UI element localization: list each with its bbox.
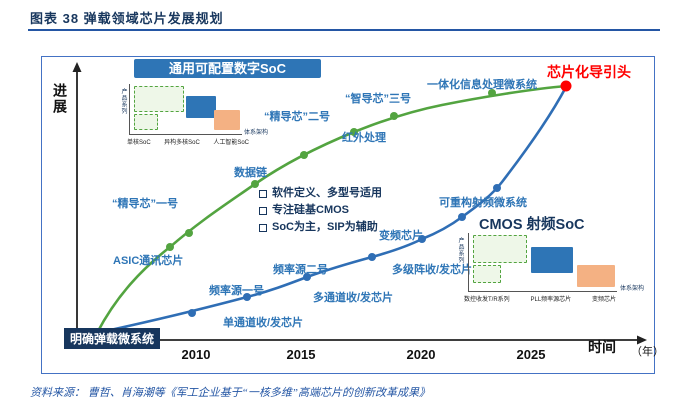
start-milestone-label: 明确弹载微系统 — [64, 328, 161, 349]
blue-milestone-label: 频率源二号 — [273, 264, 328, 276]
product-block-green — [134, 114, 158, 130]
blue-milestone-label: 多通道收/发芯片 — [313, 292, 394, 304]
y-axis-arrow-icon — [72, 62, 82, 72]
inset-plot-area — [129, 84, 242, 135]
inset-category: 变频芯片 — [591, 297, 616, 303]
green-milestone-label: 数据链 — [234, 167, 267, 179]
inset-plot-area — [468, 233, 617, 292]
inset-category: 异构多核SoC — [164, 140, 200, 146]
axes — [72, 62, 647, 345]
product-block-blue — [186, 96, 216, 118]
blue-milestone-label: 频率源一号 — [209, 285, 264, 297]
roadmap-canvas — [72, 62, 647, 345]
blue-milestone-label: 变频芯片 — [379, 230, 423, 242]
green-milestone-label: “精导芯”一号 — [112, 198, 178, 210]
blue-milestone-label: 单通道收/发芯片 — [223, 317, 304, 329]
inset-x-axis-label: 体系架构 — [620, 286, 645, 292]
green-milestone-label: 红外处理 — [342, 132, 386, 144]
title-divider — [28, 29, 660, 31]
bullet-text: 软件定义、多型号适用 — [272, 187, 382, 199]
green-milestone-label: ASIC通讯芯片 — [113, 255, 184, 267]
inset-category: 数控收发T/R系列 — [464, 297, 510, 303]
inset-x-axis-label: 体系架构 — [244, 130, 269, 136]
source-note: 资料来源： 曹哲、肖海潮等《军工企业基于“一核多维”高端芯片的创新改革成果》 — [30, 387, 430, 399]
bullet-text: SoC为主，SIP为辅助 — [272, 221, 378, 233]
bullet-text: 专注硅基CMOS — [272, 204, 349, 216]
inset-category: 单核SoC — [127, 140, 151, 146]
product-block-green — [134, 86, 184, 112]
cmos-rf-curve — [96, 86, 568, 335]
square-bullet-icon — [259, 223, 267, 232]
x-axis-arrow-icon — [637, 335, 647, 345]
x-tick-2020: 2020 — [406, 347, 436, 362]
x-tick-2010: 2010 — [181, 347, 211, 362]
product-block-blue — [531, 247, 573, 273]
product-block-green — [473, 235, 527, 263]
x-axis-label: 时间 — [588, 339, 616, 355]
strategy-bullets: 软件定义、多型号适用 专注硅基CMOS SoC为主，SIP为辅助 — [259, 185, 382, 236]
inset-category-labels: 单核SoC 异构多核SoC 人工智能SoC — [127, 137, 249, 146]
x-axis-unit: （年） — [631, 346, 664, 358]
inset-y-axis-label: 产品系列 — [457, 237, 463, 263]
digital-soc-header: 通用可配置数字SoC — [134, 59, 321, 78]
product-block-orange — [214, 110, 240, 130]
green-milestone-label: “精导芯”二号 — [264, 111, 330, 123]
bullet-item: 专注硅基CMOS — [259, 202, 382, 219]
inset-y-axis-label: 产品系列 — [120, 88, 126, 114]
roadmap-chart: 进展 时间 （年） 2010 2015 2020 2025 通用可配置数字SoC… — [41, 56, 664, 374]
end-milestone-label: 芯片化导引头 — [547, 64, 631, 80]
product-block-green — [473, 265, 501, 283]
y-axis-label: 进展 — [52, 83, 68, 115]
square-bullet-icon — [259, 189, 267, 198]
inset-category: PLL频率源芯片 — [530, 297, 572, 303]
cmos-rf-header: CMOS 射频SoC — [479, 217, 585, 233]
inset-category-labels: 数控收发T/R系列 PLL频率源芯片 变频芯片 — [464, 294, 616, 303]
green-milestone-label: 一体化信息处理微系统 — [427, 79, 537, 91]
green-milestone-label: “智导芯”三号 — [345, 93, 411, 105]
x-tick-2025: 2025 — [516, 347, 546, 362]
blue-milestone-label: 多级阵收/发芯片 — [392, 264, 473, 276]
blue-milestone-label: 可重构射频微系统 — [439, 197, 527, 209]
bullet-item: 软件定义、多型号适用 — [259, 185, 382, 202]
figure-title: 图表 38 弹载领域芯片发展规划 — [30, 11, 224, 26]
cmos-rf-milestone-dots — [188, 184, 501, 317]
seeker-endpoint-dot — [560, 80, 572, 92]
inset-category: 人工智能SoC — [213, 140, 249, 146]
cmos-rf-inset-chart: 产品系列 数控收发T/R系列 PLL频率源芯片 变频芯片 体系架构 — [456, 233, 650, 317]
x-tick-2015: 2015 — [286, 347, 316, 362]
bullet-item: SoC为主，SIP为辅助 — [259, 219, 382, 236]
product-block-orange — [577, 265, 615, 287]
digital-soc-milestone-dots — [92, 89, 496, 338]
digital-soc-inset-chart: 产品系列 单核SoC 异构多核SoC 人工智能SoC 体系架构 — [119, 84, 268, 152]
square-bullet-icon — [259, 206, 267, 215]
